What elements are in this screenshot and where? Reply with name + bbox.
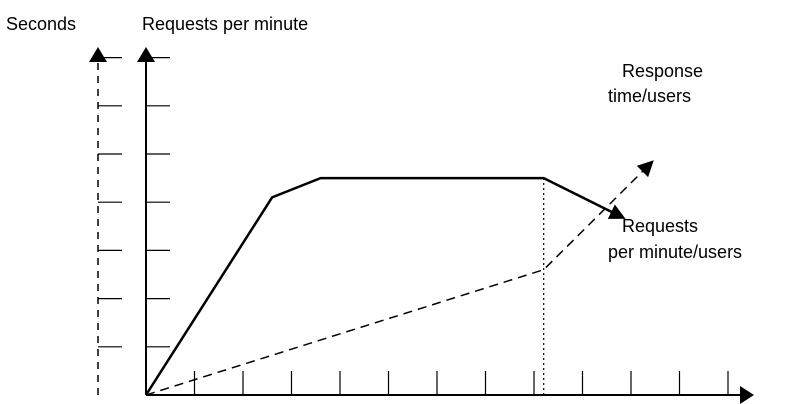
series-label-requests-per-minute-users: Requests per minute/users	[608, 216, 742, 262]
x-axis-ticks	[193, 371, 729, 395]
y2-axis-label: Seconds	[6, 14, 76, 34]
y2-axis-arrowhead	[89, 47, 107, 62]
y-axis-arrowhead	[137, 47, 155, 62]
series-label-response-time-users: Response time/users	[608, 61, 708, 106]
series-response-time-users	[145, 160, 654, 396]
y-axis-label: Requests per minute	[142, 14, 308, 34]
series-requests-per-minute-users	[144, 176, 626, 396]
y-axis-ticks	[146, 56, 170, 348]
x-axis-arrowhead	[740, 386, 754, 404]
y2-axis-ticks	[98, 56, 122, 348]
